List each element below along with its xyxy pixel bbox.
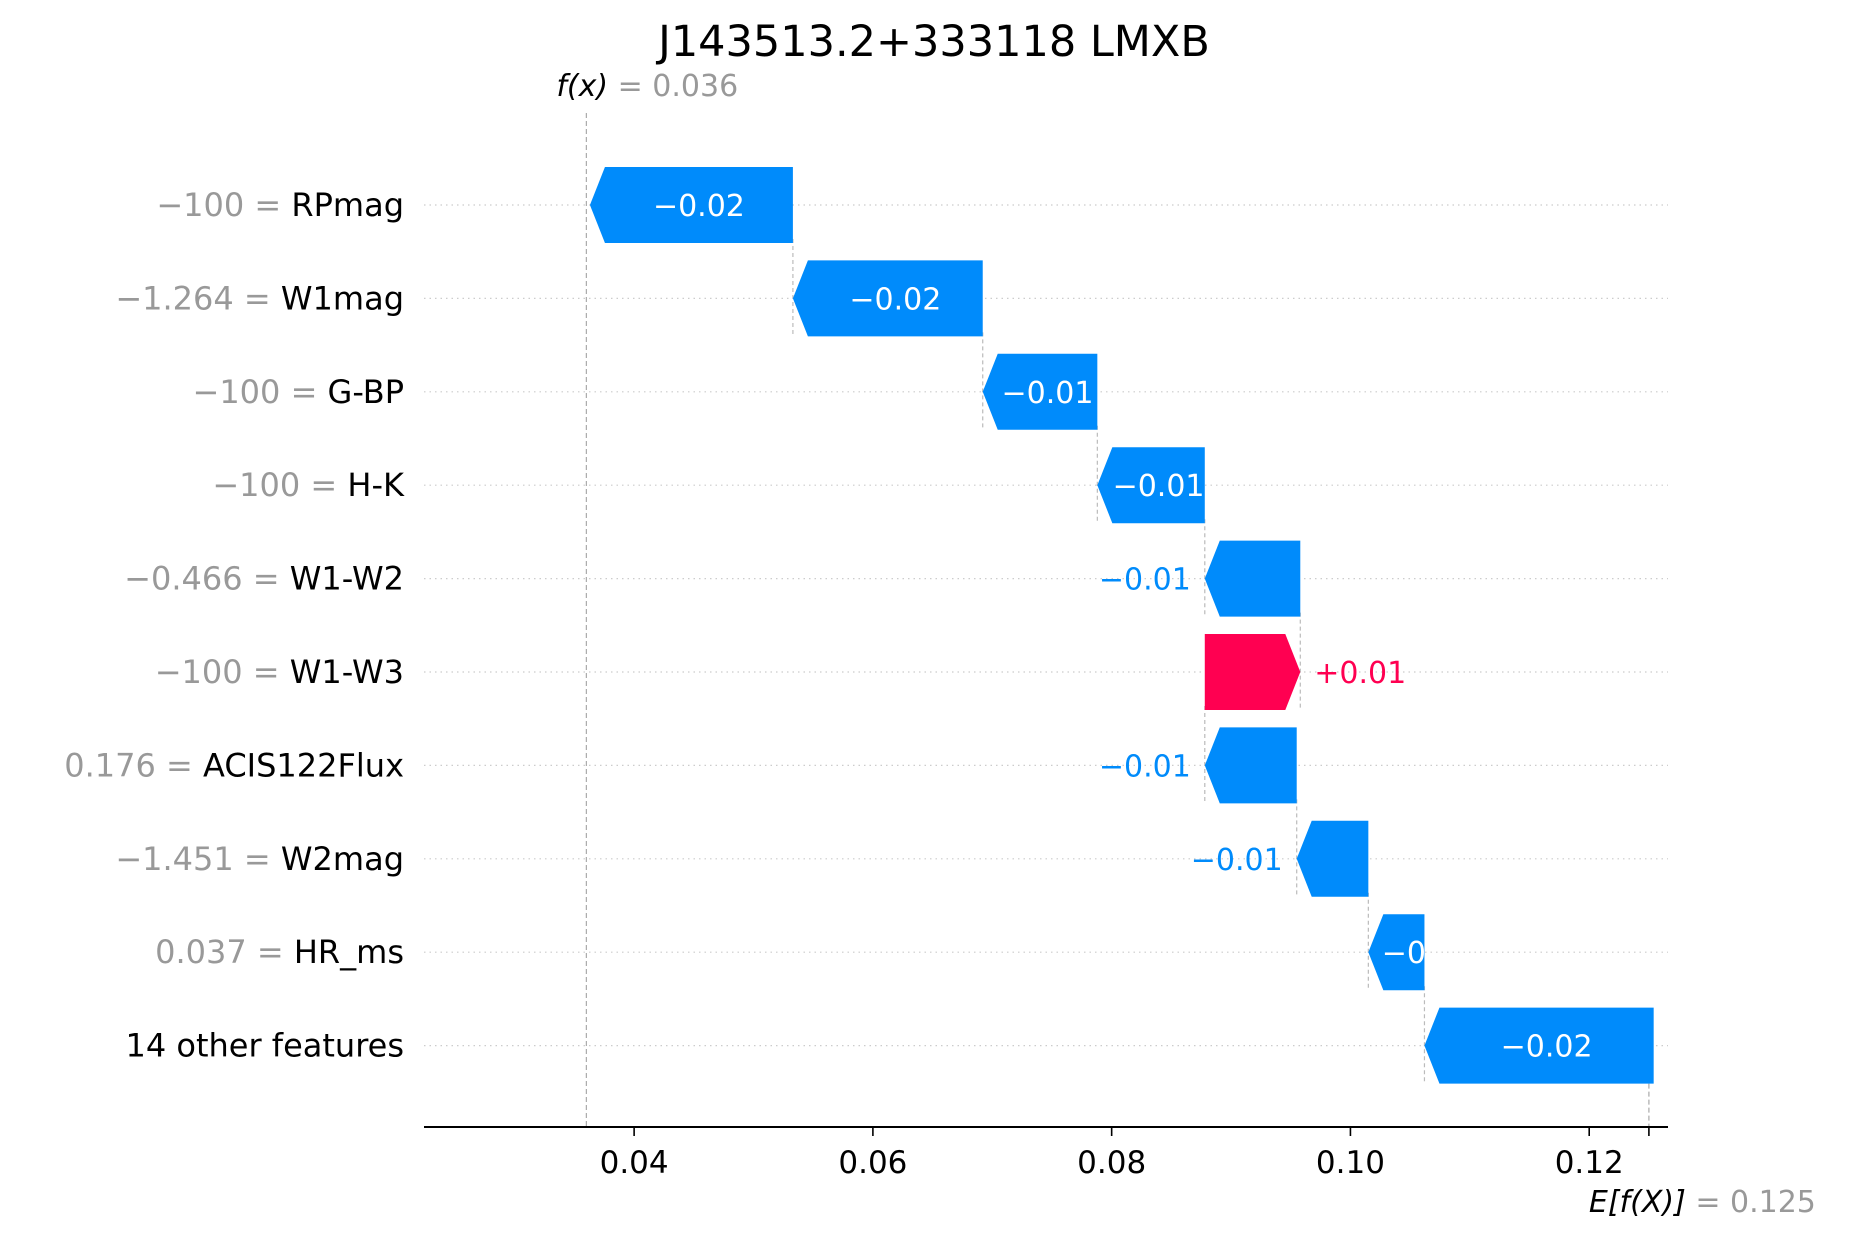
bar-value-label: −0.01 xyxy=(1191,843,1283,878)
waterfall-bar xyxy=(1204,634,1301,710)
connector-layer xyxy=(585,113,1650,1127)
feature-value: −1.264 = xyxy=(115,279,281,317)
x-axis: 0.04 0.06 0.08 0.10 0.12 xyxy=(424,1126,1668,1181)
x-tick-label: 0.12 xyxy=(1555,1145,1624,1181)
feature-label: −100 = G-BP xyxy=(193,373,405,411)
bar-layer xyxy=(589,167,1654,1084)
feature-label: −100 = RPmag xyxy=(156,186,404,224)
bar-value-label: +0.01 xyxy=(1314,656,1406,691)
waterfall-bar xyxy=(982,353,1098,430)
bar-value-label: −0.02 xyxy=(653,189,745,224)
chart-title: J143513.2+333118 LMXB xyxy=(655,17,1210,67)
feature-name: W1-W3 xyxy=(290,653,404,691)
waterfall-bar xyxy=(1204,727,1297,804)
feature-label: 0.176 = ACIS122Flux xyxy=(64,746,404,784)
x-tick-label: 0.10 xyxy=(1316,1145,1385,1181)
bar-value-label: −0.02 xyxy=(1501,1030,1593,1065)
feature-value: −100 = xyxy=(193,373,328,411)
fx-label: f(x) xyxy=(556,69,608,104)
feature-label-layer: −0.02 −100 = RPmag −0.02 −1.264 = W1mag −0.0… xyxy=(64,186,1592,1065)
feature-value: −100 = xyxy=(212,466,347,504)
feature-name: ACIS122Flux xyxy=(203,746,404,784)
waterfall-bar xyxy=(589,167,793,243)
feature-label: 14 other features xyxy=(125,1027,404,1065)
feature-label: −0.466 = W1-W2 xyxy=(124,560,404,598)
feature-name: H-K xyxy=(347,466,405,504)
feature-name: HR_ms xyxy=(294,933,404,971)
feature-label: 0.037 = HR_ms xyxy=(155,933,404,971)
bar-value-label: −0 xyxy=(1382,936,1426,971)
feature-name: W2mag xyxy=(281,840,404,878)
waterfall-bar xyxy=(1097,447,1205,524)
feature-value: −100 = xyxy=(156,186,291,224)
bar-value-label: −0.02 xyxy=(849,282,941,317)
feature-name: W1mag xyxy=(281,279,404,317)
waterfall-bar xyxy=(1204,540,1301,617)
feature-name: G-BP xyxy=(328,373,404,411)
feature-value: −0.466 = xyxy=(124,560,290,598)
efx-value: = 0.125 xyxy=(1686,1185,1816,1220)
bar-value-label: −0.01 xyxy=(1099,563,1191,598)
feature-name: W1-W2 xyxy=(290,560,404,598)
x-tick-label: 0.08 xyxy=(1077,1145,1146,1181)
x-tick-label: 0.04 xyxy=(600,1145,669,1181)
feature-label: −100 = H-K xyxy=(212,466,405,504)
feature-value: 0.176 = xyxy=(64,746,203,784)
waterfall-bar xyxy=(792,260,983,337)
feature-label: −1.451 = W2mag xyxy=(115,840,404,878)
feature-value: −100 = xyxy=(155,653,290,691)
efx-annotation: E[f(X)] = 0.125 xyxy=(1589,1185,1816,1220)
x-tick-label: 0.06 xyxy=(838,1145,907,1181)
feature-name: 14 other features xyxy=(125,1027,404,1065)
annotation-layer: f(x) = 0.036 E[f(X)] = 0.125 xyxy=(556,69,1816,1220)
feature-name: RPmag xyxy=(291,186,404,224)
waterfall-bar xyxy=(1424,1007,1654,1084)
waterfall-bar xyxy=(1296,820,1369,897)
feature-label: −100 = W1-W3 xyxy=(155,653,404,691)
fx-value: = 0.036 xyxy=(608,69,738,104)
feature-label: −1.264 = W1mag xyxy=(115,279,404,317)
bar-value-label: −0.01 xyxy=(1002,376,1094,411)
efx-label: E[f(X)] xyxy=(1589,1185,1686,1220)
bar-value-label: −0.01 xyxy=(1113,469,1205,504)
grid-layer xyxy=(424,204,1668,1047)
fx-annotation: f(x) = 0.036 xyxy=(556,69,738,104)
feature-value: −1.451 = xyxy=(115,840,281,878)
bar-value-label: −0.01 xyxy=(1099,749,1191,784)
feature-value: 0.037 = xyxy=(155,933,294,971)
waterfall-bar xyxy=(1368,914,1425,991)
